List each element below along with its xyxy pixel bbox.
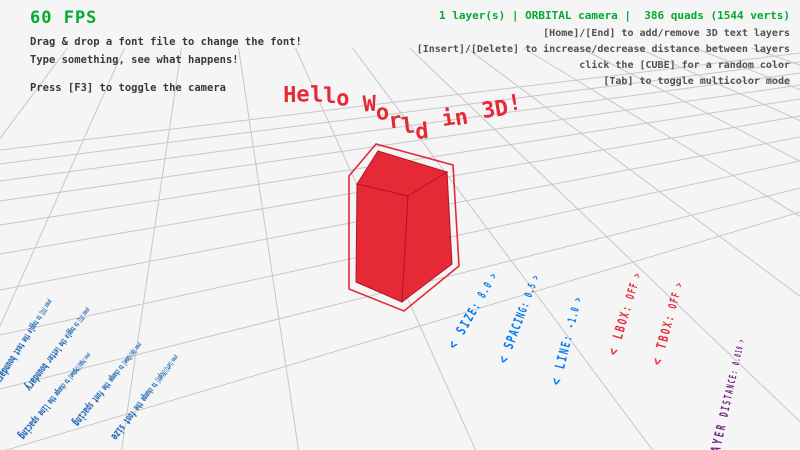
hint-cube-color: click the [CUBE] for a random color <box>579 60 790 71</box>
grid-line <box>466 47 800 297</box>
title-letter: d <box>413 118 430 146</box>
cube-wireframe <box>348 143 460 312</box>
grid-line <box>0 47 125 328</box>
title-letter: ! <box>506 90 524 117</box>
hello-world-3d-text: Hello World in 3D! <box>283 82 524 145</box>
grid-line <box>0 84 800 202</box>
status-bar: 1 layer(s) | ORBITAL camera | 386 quads … <box>439 9 790 22</box>
title-letter: l <box>322 84 337 110</box>
title-letter: l <box>309 82 324 108</box>
cube-face-left <box>355 183 409 303</box>
grid-line <box>0 52 800 151</box>
grid-line <box>0 47 68 140</box>
grid-line <box>0 72 800 182</box>
hint-toggle-camera: Press [F3] to toggle the camera <box>30 82 226 94</box>
grid-line <box>409 47 800 423</box>
title-letter: e <box>296 82 310 108</box>
fps-counter: 60 FPS <box>30 8 98 28</box>
title-letter: o <box>335 86 350 112</box>
title-letter: H <box>283 82 297 109</box>
title-letter <box>349 85 363 110</box>
hint-layer-distance: [Insert]/[Delete] to increase/decrease d… <box>416 44 790 55</box>
grid-line <box>120 47 182 450</box>
grid-line <box>238 47 300 450</box>
hint-drag-drop: Drag & drop a font file to change the fo… <box>30 36 302 48</box>
grid-line <box>0 61 800 165</box>
cube-face-right <box>401 171 453 304</box>
grid-line <box>523 47 800 217</box>
grid-line <box>4 211 800 450</box>
hint-type-something: Type something, see what happens! <box>30 54 239 66</box>
grid-line <box>580 47 800 162</box>
grid-line <box>352 47 654 450</box>
hint-add-remove-layers: [Home]/[End] to add/remove 3D text layer… <box>543 28 790 39</box>
hint-multicolor-mode: [Tab] to toggle multicolor mode <box>603 76 790 87</box>
grid-line <box>637 47 800 122</box>
